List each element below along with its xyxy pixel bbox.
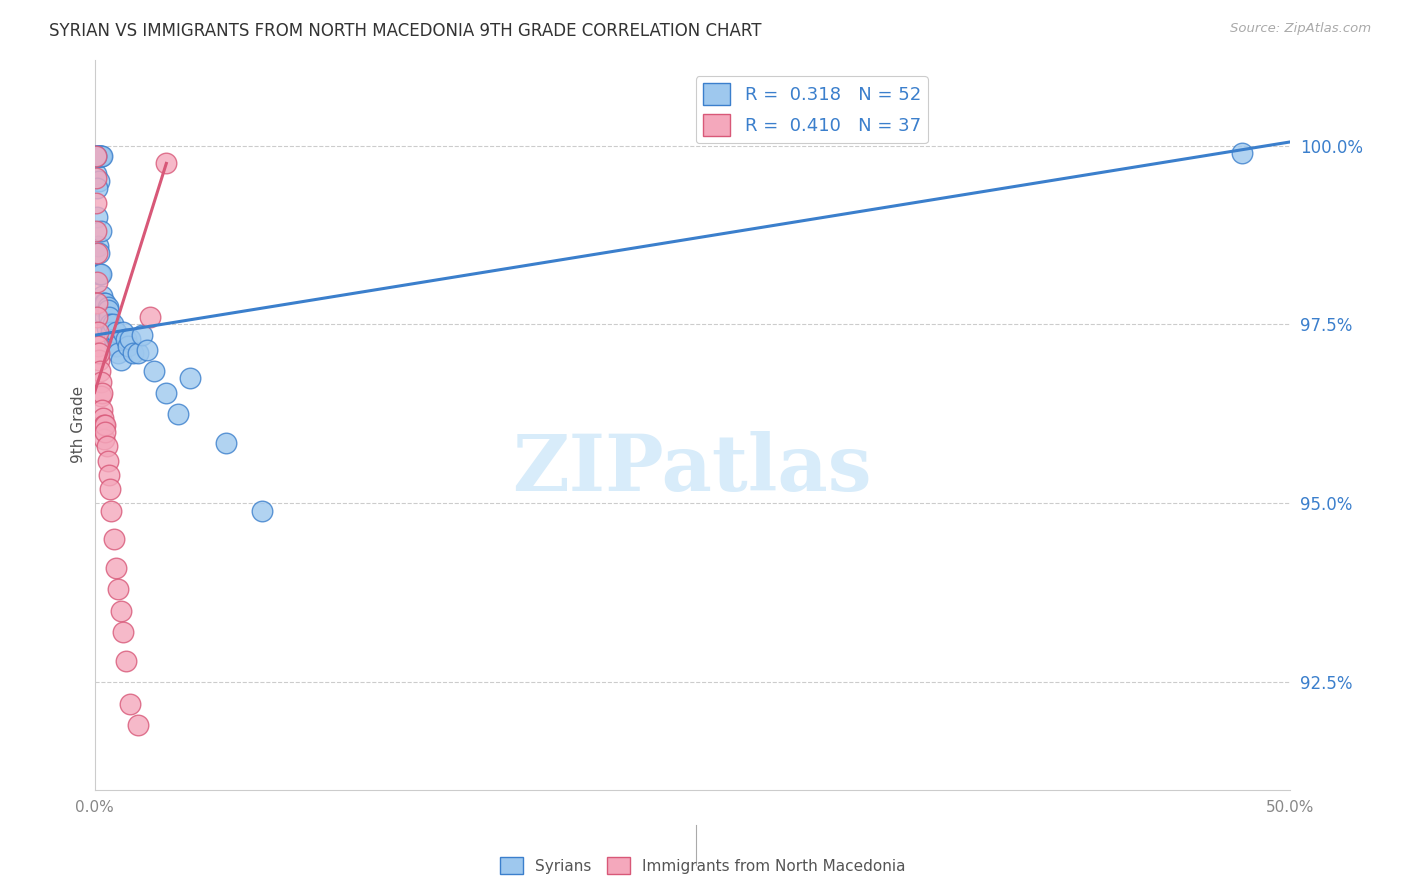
Point: [86, 246, 108, 260]
Point: [93, 432, 115, 446]
Point: [90, 268, 112, 282]
Point: [87, 325, 110, 339]
Point: [86, 181, 108, 195]
Point: [110, 353, 132, 368]
Point: [87, 339, 110, 353]
Point: [120, 332, 142, 346]
Point: [91, 410, 114, 425]
Point: [104, 339, 127, 353]
Point: [90, 375, 112, 389]
Point: [155, 156, 177, 170]
Point: [103, 332, 125, 346]
Text: SYRIAN VS IMMIGRANTS FROM NORTH MACEDONIA 9TH GRADE CORRELATION CHART: SYRIAN VS IMMIGRANTS FROM NORTH MACEDONI…: [49, 22, 762, 40]
Point: [89, 364, 111, 378]
Y-axis label: 9th Grade: 9th Grade: [72, 386, 86, 463]
Point: [100, 325, 122, 339]
Point: [86, 167, 108, 181]
Point: [215, 435, 238, 450]
Point: [90, 149, 112, 163]
Point: [89, 149, 111, 163]
Point: [90, 224, 112, 238]
Text: Source: ZipAtlas.com: Source: ZipAtlas.com: [1230, 22, 1371, 36]
Point: [90, 385, 112, 400]
Point: [84, 170, 107, 185]
Point: [84, 149, 107, 163]
Point: [127, 346, 149, 360]
Point: [87, 238, 110, 252]
Point: [127, 718, 149, 732]
Point: [98, 318, 121, 332]
Point: [143, 364, 166, 378]
Point: [93, 296, 115, 310]
Point: [96, 439, 118, 453]
Point: [107, 346, 129, 360]
Point: [93, 296, 115, 310]
Point: [89, 246, 111, 260]
Point: [97, 310, 120, 325]
Point: [114, 332, 136, 346]
Point: [107, 582, 129, 597]
Point: [97, 467, 120, 482]
Point: [120, 697, 142, 711]
Point: [90, 289, 112, 303]
Point: [86, 210, 108, 224]
Point: [93, 417, 115, 432]
Point: [86, 149, 108, 163]
Point: [1232, 145, 1254, 160]
Point: [112, 325, 135, 339]
Point: [91, 300, 114, 314]
Point: [87, 149, 110, 163]
Point: [167, 407, 190, 421]
Point: [86, 275, 108, 289]
Point: [89, 174, 111, 188]
Point: [89, 346, 111, 360]
Point: [90, 389, 112, 403]
Point: [90, 149, 112, 163]
Legend: Syrians, Immigrants from North Macedonia: Syrians, Immigrants from North Macedonia: [494, 851, 912, 880]
Point: [155, 385, 177, 400]
Point: [84, 195, 107, 210]
Point: [84, 149, 107, 163]
Point: [97, 303, 120, 318]
Point: [136, 343, 159, 357]
Point: [94, 310, 117, 325]
Point: [117, 339, 139, 353]
Point: [138, 310, 160, 325]
Point: [97, 300, 120, 314]
Point: [98, 482, 121, 496]
Legend: R =  0.318   N = 52, R =  0.410   N = 37: R = 0.318 N = 52, R = 0.410 N = 37: [696, 76, 928, 144]
Point: [250, 503, 273, 517]
Point: [110, 604, 132, 618]
Point: [112, 625, 135, 640]
Point: [90, 149, 112, 163]
Point: [87, 149, 110, 163]
Point: [86, 310, 108, 325]
Point: [86, 224, 108, 238]
Point: [86, 296, 108, 310]
Point: [91, 403, 114, 417]
Point: [97, 453, 120, 467]
Point: [94, 425, 117, 439]
Point: [121, 346, 143, 360]
Point: [87, 353, 110, 368]
Point: [87, 268, 110, 282]
Point: [100, 503, 122, 517]
Point: [93, 417, 115, 432]
Point: [89, 268, 111, 282]
Point: [101, 318, 124, 332]
Point: [103, 533, 125, 547]
Point: [179, 371, 201, 385]
Point: [84, 149, 107, 163]
Text: ZIPatlas: ZIPatlas: [513, 431, 872, 507]
Point: [114, 654, 136, 668]
Point: [105, 561, 128, 575]
Point: [96, 321, 118, 335]
Point: [131, 328, 153, 343]
Point: [105, 339, 128, 353]
Point: [105, 325, 128, 339]
